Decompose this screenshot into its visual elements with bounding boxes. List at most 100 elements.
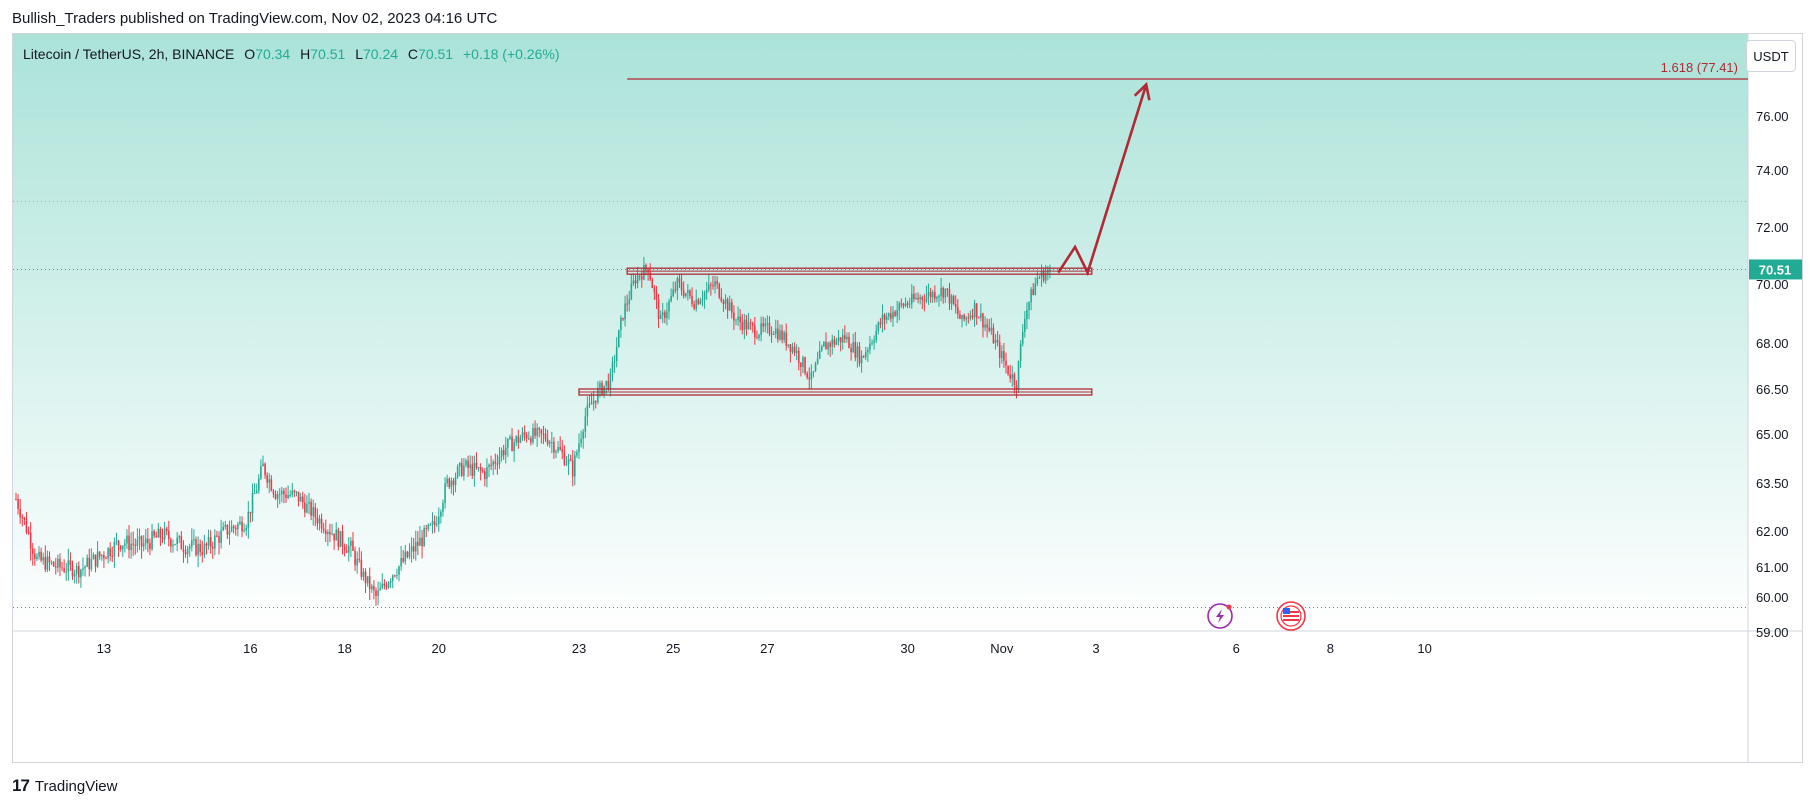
candle	[155, 531, 158, 538]
candle	[931, 289, 934, 304]
candle	[75, 562, 78, 584]
candle	[142, 535, 145, 552]
candle	[473, 455, 476, 487]
candle	[312, 499, 315, 526]
candle	[111, 546, 114, 563]
candle	[527, 431, 530, 440]
candle	[996, 331, 999, 347]
candle	[950, 294, 953, 310]
candle	[626, 294, 628, 312]
candle	[138, 528, 141, 550]
candle	[584, 407, 587, 439]
candle	[310, 498, 312, 521]
candle	[954, 295, 957, 314]
candle	[375, 587, 377, 606]
candle	[320, 513, 323, 534]
candle	[270, 475, 273, 492]
tradingview-brand: TradingView	[34, 777, 118, 795]
candle	[136, 528, 139, 553]
x-tick-label: 13	[97, 641, 111, 656]
candle	[536, 423, 538, 447]
projection-path[interactable]	[1057, 84, 1148, 277]
candle	[728, 295, 731, 311]
candle	[379, 581, 381, 591]
candle	[835, 337, 838, 346]
candle	[1024, 311, 1026, 338]
candle	[760, 316, 762, 342]
candle	[622, 317, 624, 322]
candle	[988, 319, 991, 333]
candle	[934, 285, 936, 303]
candle	[71, 560, 74, 580]
candle	[948, 282, 951, 310]
candle	[862, 355, 865, 358]
candle	[877, 321, 880, 335]
candle	[333, 533, 335, 550]
tradingview-logo[interactable]: 17 TradingView	[12, 776, 117, 796]
lightning-event-icon[interactable]	[1207, 603, 1233, 629]
candle	[858, 341, 861, 367]
candle	[440, 509, 442, 524]
candle	[739, 309, 741, 331]
candle	[389, 578, 392, 588]
candle	[511, 428, 513, 452]
candle	[21, 514, 24, 527]
candle	[1019, 340, 1022, 368]
candle	[77, 561, 80, 584]
candle	[781, 324, 783, 344]
candle	[952, 294, 955, 306]
candle	[178, 534, 181, 543]
candle	[224, 520, 227, 530]
resistance-zone[interactable]	[626, 267, 1093, 275]
candle	[291, 482, 294, 498]
candle	[444, 477, 446, 509]
candle	[324, 519, 327, 543]
candle	[368, 567, 371, 601]
candle	[777, 320, 779, 343]
candle	[220, 519, 222, 549]
candle	[569, 454, 572, 462]
candle	[624, 295, 626, 327]
candle	[500, 447, 503, 462]
candle	[121, 545, 124, 557]
candle	[377, 581, 379, 606]
support-zone[interactable]	[578, 388, 1093, 396]
candle	[557, 441, 559, 454]
chart-frame[interactable]: 1.618 (77.41) 59.00 60.00 61.00 62.00 63.50 6…	[12, 33, 1803, 763]
x-tick-label: Nov	[990, 641, 1014, 656]
candle	[23, 516, 26, 526]
candle	[674, 281, 677, 294]
candle	[894, 310, 896, 318]
publish-header: Bullish_Traders published on TradingView…	[12, 10, 498, 27]
candle	[607, 373, 610, 391]
candle	[299, 493, 302, 502]
legend-low-value: 70.24	[362, 46, 399, 62]
price-axis-background	[1748, 34, 1802, 631]
candle	[919, 294, 921, 305]
price-chart[interactable]: 1.618 (77.41) 59.00 60.00 61.00 62.00 63.50 6…	[13, 34, 1802, 762]
candle	[678, 274, 681, 288]
candle	[580, 430, 582, 448]
candle	[772, 330, 775, 336]
candle	[209, 530, 212, 554]
candle	[425, 524, 428, 538]
candle	[484, 468, 486, 487]
candle	[352, 532, 354, 551]
candle	[195, 536, 197, 557]
candle	[779, 324, 781, 341]
candle	[366, 576, 369, 587]
candle	[347, 537, 350, 562]
candle	[373, 580, 375, 600]
candle	[856, 342, 859, 368]
candle	[218, 531, 220, 555]
us-economic-event-icon[interactable]	[1276, 601, 1306, 631]
candle	[128, 524, 130, 559]
candle	[797, 347, 800, 371]
candle	[222, 521, 225, 532]
x-tick-label: 6	[1233, 641, 1240, 656]
candle	[34, 548, 36, 566]
candle	[833, 335, 836, 348]
candle	[391, 574, 394, 589]
currency-button[interactable]: USDT	[1746, 40, 1796, 72]
candle	[666, 302, 668, 326]
